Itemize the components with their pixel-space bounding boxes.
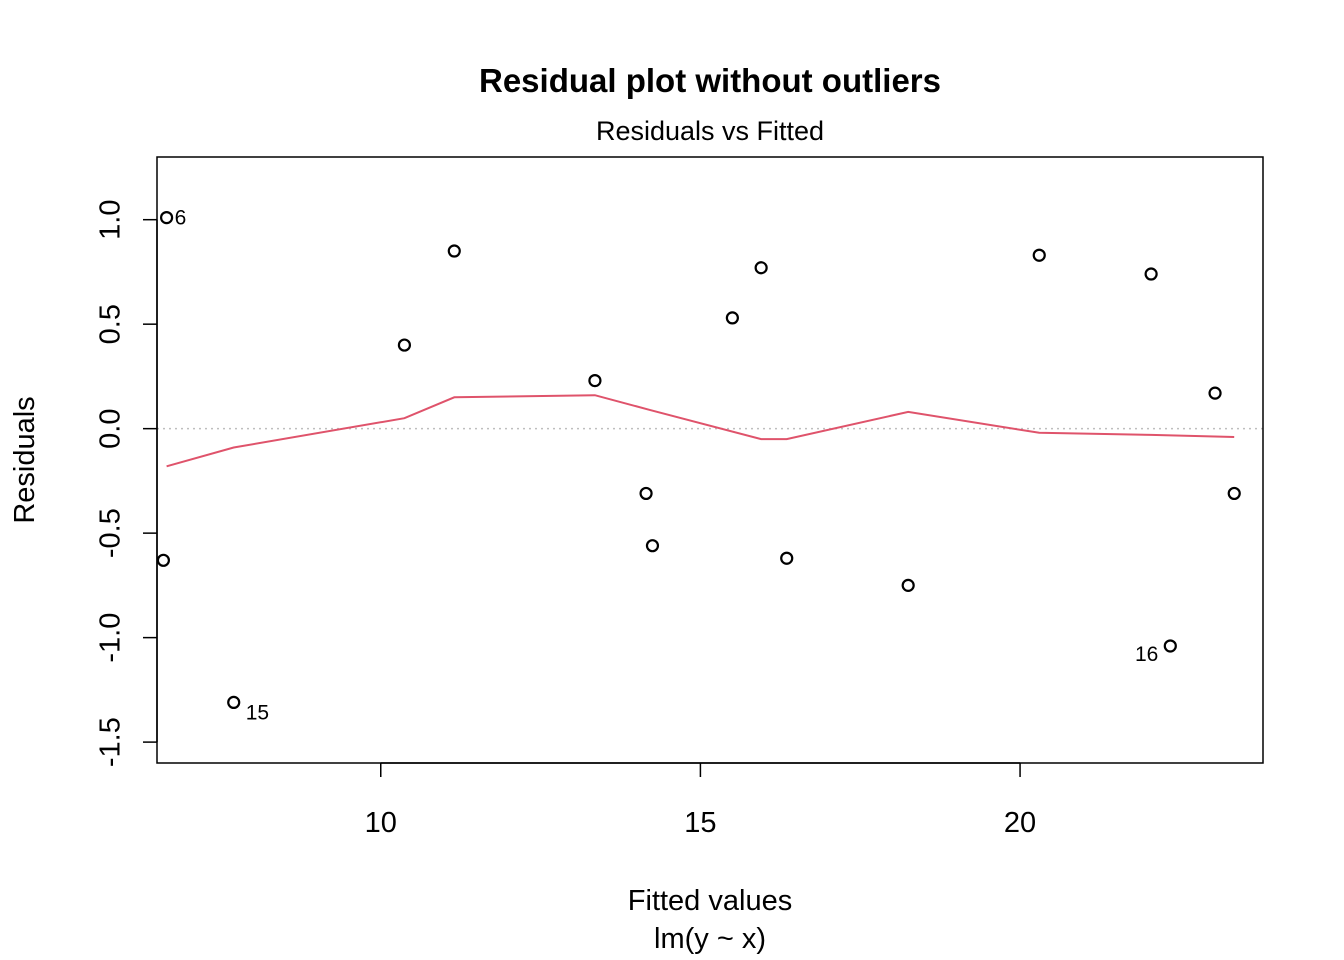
data-point (159, 211, 174, 225)
point-label: 15 (246, 701, 269, 724)
data-point (447, 244, 461, 258)
x-tick-label: 10 (365, 807, 397, 839)
y-tick-label: -1.5 (95, 717, 127, 767)
y-tick-label: 0.5 (95, 304, 127, 344)
points-layer: 6 15 16 (156, 207, 1241, 724)
data-point (754, 261, 768, 275)
chart-subtitle: Residuals vs Fitted (596, 116, 824, 146)
data-point (645, 539, 660, 553)
data-point (1163, 639, 1177, 653)
smoother-layer (166, 394, 1235, 468)
chart-title: Residual plot without outliers (479, 62, 941, 99)
data-point (1144, 267, 1158, 281)
data-point (227, 695, 241, 710)
data-point (901, 578, 915, 592)
data-point (156, 553, 170, 567)
data-point (588, 373, 602, 388)
data-point (725, 311, 739, 325)
plot-frame (156, 156, 1264, 764)
x-tick-label: 20 (1004, 807, 1036, 839)
x-tick-label: 15 (684, 807, 716, 839)
smoother-line (166, 394, 1235, 468)
y-tick-label: 0.0 (95, 408, 127, 448)
data-point (780, 551, 794, 565)
data-point (1032, 248, 1046, 262)
y-axis-label: Residuals (9, 396, 41, 523)
x-axis: 10 15 20 (365, 762, 1036, 839)
y-tick-label: -1.0 (95, 613, 127, 663)
y-tick-label: 1.0 (95, 200, 127, 240)
x-axis-label: Fitted values (628, 885, 792, 917)
point-label: 16 (1135, 643, 1158, 666)
data-point (397, 338, 412, 352)
y-axis: -1.5 -1.0 -0.5 0.0 0.5 1.0 (95, 200, 158, 767)
y-tick-label: -0.5 (95, 508, 127, 558)
data-point (1227, 486, 1241, 501)
point-label: 6 (175, 207, 187, 230)
data-point (639, 486, 653, 501)
x-axis-sublabel: lm(y ~ x) (654, 923, 766, 955)
data-point (1208, 386, 1222, 400)
